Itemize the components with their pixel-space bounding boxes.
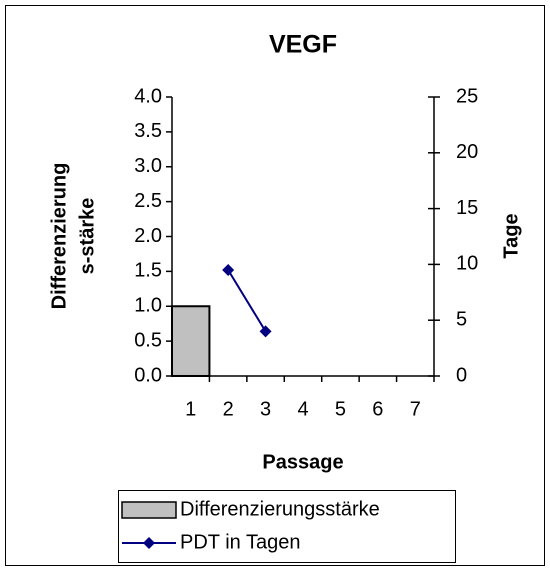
y-tick-label: 3.0 — [134, 155, 162, 177]
legend-label: PDT in Tagen — [180, 531, 300, 553]
y-axis-label: s-stärke — [76, 198, 98, 275]
y2-tick-label: 25 — [456, 85, 478, 107]
chart-frame — [5, 5, 545, 566]
y-axis-label: Differenzierung — [48, 163, 70, 310]
y2-axis-label: Tage — [500, 213, 522, 258]
y2-tick-label: 15 — [456, 197, 478, 219]
x-tick-label: 3 — [260, 398, 271, 420]
y-tick-label: 1.5 — [134, 260, 162, 282]
legend-swatch — [121, 501, 177, 519]
y-tick-label: 0.0 — [134, 364, 162, 386]
marker — [222, 263, 235, 276]
y-tick-label: 0.5 — [134, 329, 162, 351]
y-tick-label: 2.0 — [134, 225, 162, 247]
line — [227, 269, 267, 332]
y-tick-label: 2.5 — [134, 190, 162, 212]
chart-title: VEGF — [269, 31, 337, 59]
y2-tick-label: 0 — [456, 364, 467, 386]
legend-label: Differenzierungsstärke — [180, 498, 380, 520]
y2-tick-label: 20 — [456, 141, 478, 163]
y-tick-label: 1.0 — [134, 295, 162, 317]
y-tick-label: 4.0 — [134, 85, 162, 107]
legend-marker — [143, 537, 155, 549]
x-tick-label: 2 — [223, 398, 234, 420]
marker — [259, 325, 272, 338]
y2-tick-label: 5 — [456, 308, 467, 330]
y2-tick-label: 10 — [456, 253, 478, 275]
x-axis-label: Passage — [262, 451, 343, 473]
x-tick-label: 1 — [185, 398, 196, 420]
x-tick-label: 7 — [410, 398, 421, 420]
bar — [171, 305, 211, 377]
x-tick-label: 6 — [372, 398, 383, 420]
x-tick-label: 4 — [297, 398, 308, 420]
x-tick-label: 5 — [335, 398, 346, 420]
y-tick-label: 3.5 — [134, 120, 162, 142]
